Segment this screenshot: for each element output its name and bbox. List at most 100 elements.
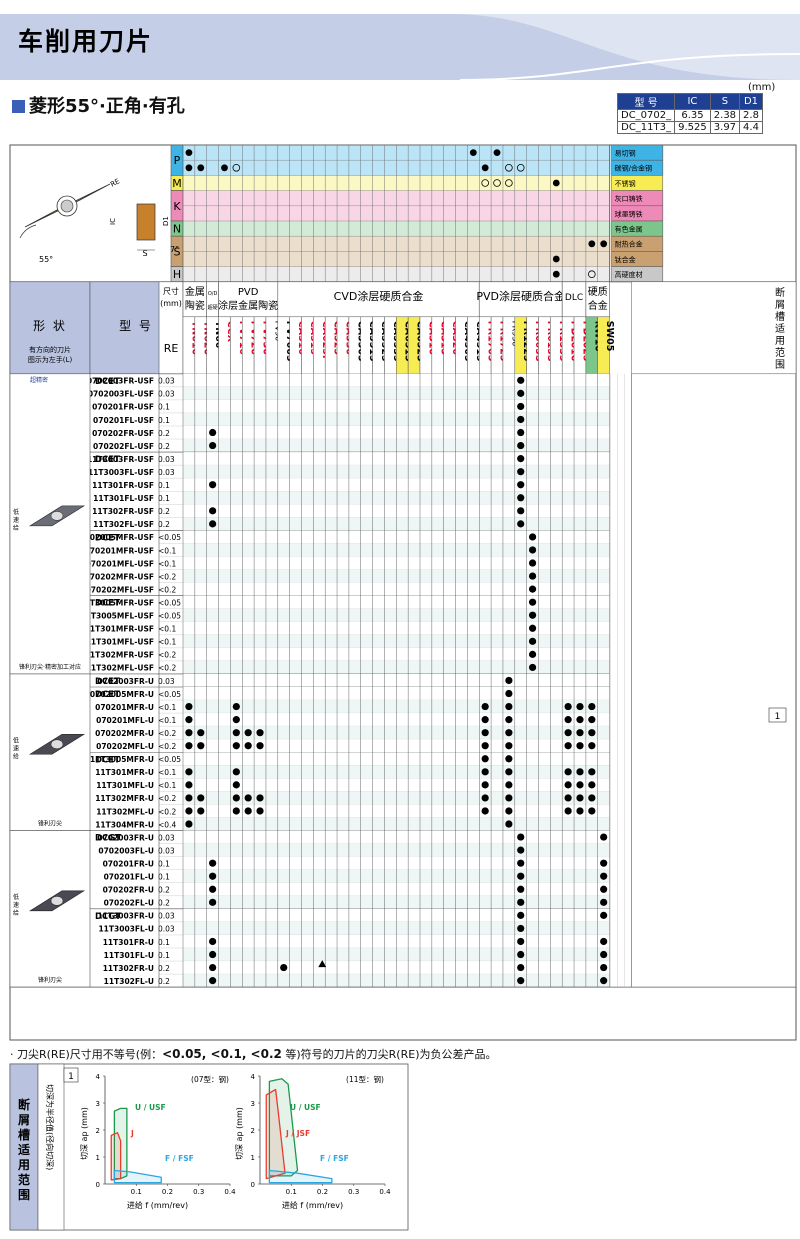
recommended-dot-icon — [505, 768, 513, 776]
model-code: 11T3005MFR-U — [90, 755, 154, 764]
suitable-mark-icon — [552, 270, 560, 278]
recommended-dot-icon — [517, 494, 525, 502]
dim-cell: 3.97 — [709, 121, 741, 134]
material-band — [183, 175, 664, 191]
size-value: <0.05 — [158, 612, 181, 621]
grade-group-cell — [206, 281, 219, 318]
insert-hole-icon — [50, 896, 64, 906]
size-value: <0.1 — [158, 625, 176, 634]
chart-ref: 1 — [68, 1072, 74, 1082]
chart-x-tick: 0.1 — [131, 1188, 142, 1196]
model-code: 11T302FR-USF — [92, 507, 154, 516]
possible-mark-icon — [588, 270, 596, 279]
size-value: 0.2 — [158, 429, 170, 438]
size-header-cell — [158, 281, 184, 375]
material-key: S — [174, 245, 181, 258]
d1-label: D1 — [162, 216, 170, 226]
recommended-dot-icon — [280, 963, 288, 972]
recommended-dot-icon — [256, 807, 264, 815]
possible-mark-icon — [493, 179, 501, 187]
section-caption: 锋利刃尖 — [38, 820, 62, 828]
chart-series-label: U / USF — [290, 1103, 321, 1112]
recommended-dot-icon — [209, 937, 217, 946]
unit-label: (mm) — [748, 82, 776, 93]
recommended-dot-icon — [232, 768, 240, 776]
recommended-dot-icon — [517, 402, 525, 411]
subtitle-text: 菱形55°·正角·有孔 — [29, 96, 185, 117]
recommended-dot-icon — [588, 807, 596, 815]
recommended-dot-icon — [564, 794, 572, 802]
possible-mark-icon — [505, 164, 513, 172]
suitable-mark-icon — [469, 149, 477, 157]
recommended-dot-icon — [481, 742, 489, 750]
dimension-table: 型 号 IC S D1 DC_0702_ 6.35 2.38 2.8 DC_11T3_ 9.5… — [616, 93, 763, 134]
material-label: 有色金属 — [615, 225, 643, 234]
model-code: 070201FR-U — [103, 859, 154, 868]
model-code: 11T3003FL-USF — [88, 468, 154, 477]
size-value: 0.1 — [158, 951, 170, 960]
recommended-dot-icon — [505, 716, 513, 724]
chart-y-tick: 0 — [251, 1181, 255, 1189]
size-value: 0.2 — [158, 977, 170, 986]
recommended-dot-icon — [588, 742, 596, 750]
recommended-dot-icon — [244, 729, 252, 737]
recommended-dot-icon — [185, 742, 193, 750]
recommended-dot-icon — [185, 781, 193, 789]
chipbreaker-ref: 1 — [775, 712, 781, 722]
model-code: 070201MFL-USF — [86, 559, 154, 568]
recommended-dot-icon — [600, 898, 608, 906]
title-banner — [0, 14, 800, 80]
material-key: N — [173, 223, 181, 236]
page-title: 车削用刀片 — [18, 27, 154, 56]
model-code: 0702003FR-USF — [87, 377, 154, 386]
size-value: <0.2 — [158, 794, 176, 803]
recommended-dot-icon — [209, 520, 217, 528]
s-label: S — [142, 249, 147, 258]
section-caption: 锋利刃尖 — [38, 976, 62, 984]
material-label: 灰口铸铁 — [615, 194, 643, 203]
model-code: 11T301MFR-USF — [85, 625, 154, 634]
recommended-dot-icon — [244, 807, 252, 815]
suitable-mark-icon — [185, 149, 193, 157]
chart-panel-title-cell — [9, 1063, 39, 1231]
recommended-dot-icon — [517, 507, 525, 515]
bullet-square-icon — [12, 100, 25, 113]
material-band — [183, 266, 664, 282]
chart-x-tick: 0.2 — [162, 1188, 173, 1196]
recommended-dot-icon — [197, 729, 205, 737]
recommended-dot-icon — [505, 702, 513, 711]
section-side-char: 给 — [13, 909, 19, 917]
suitable-mark-icon — [552, 179, 560, 187]
model-code: 11T3005MFR-USF — [79, 598, 154, 607]
recommended-dot-icon — [209, 950, 217, 959]
grade-group-name: DLC — [565, 293, 583, 303]
recommended-dot-icon — [517, 455, 525, 463]
recommended-dot-icon — [600, 950, 608, 959]
chart-title: (07型：钢) — [191, 1074, 229, 1084]
size-value: 0.1 — [158, 403, 170, 412]
model-code: 11T302MFR-U — [95, 794, 154, 803]
dim-header: IC — [674, 93, 711, 110]
chart-region-f — [113, 1169, 162, 1184]
chart-x-tick: 0.4 — [224, 1188, 236, 1196]
recommended-dot-icon — [576, 716, 584, 724]
model-code: 070201FL-USF — [93, 416, 154, 425]
chart-ylabel: 切深 ap (mm) — [80, 1107, 89, 1160]
triangle-mark-icon — [318, 960, 327, 968]
chipbreaker-header-char: 槽 — [775, 310, 785, 323]
material-label: 不锈钢 — [615, 179, 636, 188]
grade-group-name: O/D — [208, 291, 218, 297]
model-code: 11T302FL-U — [104, 977, 154, 986]
chart-y-tick: 3 — [251, 1100, 255, 1108]
grade-name: SW05 — [604, 321, 615, 352]
dim-header: D1 — [739, 93, 763, 110]
size-header: 尺寸 — [163, 286, 179, 296]
recommended-dot-icon — [564, 702, 572, 711]
chart-side-label: 切深为半径值(径向切深) — [45, 1084, 55, 1170]
model-prefix: DCET — [95, 533, 120, 543]
grade-group-name: PVD涂层硬质合金 — [476, 289, 565, 303]
size-value: 0.1 — [158, 873, 170, 882]
recommended-dot-icon — [588, 794, 596, 802]
recommended-dot-icon — [481, 768, 489, 776]
